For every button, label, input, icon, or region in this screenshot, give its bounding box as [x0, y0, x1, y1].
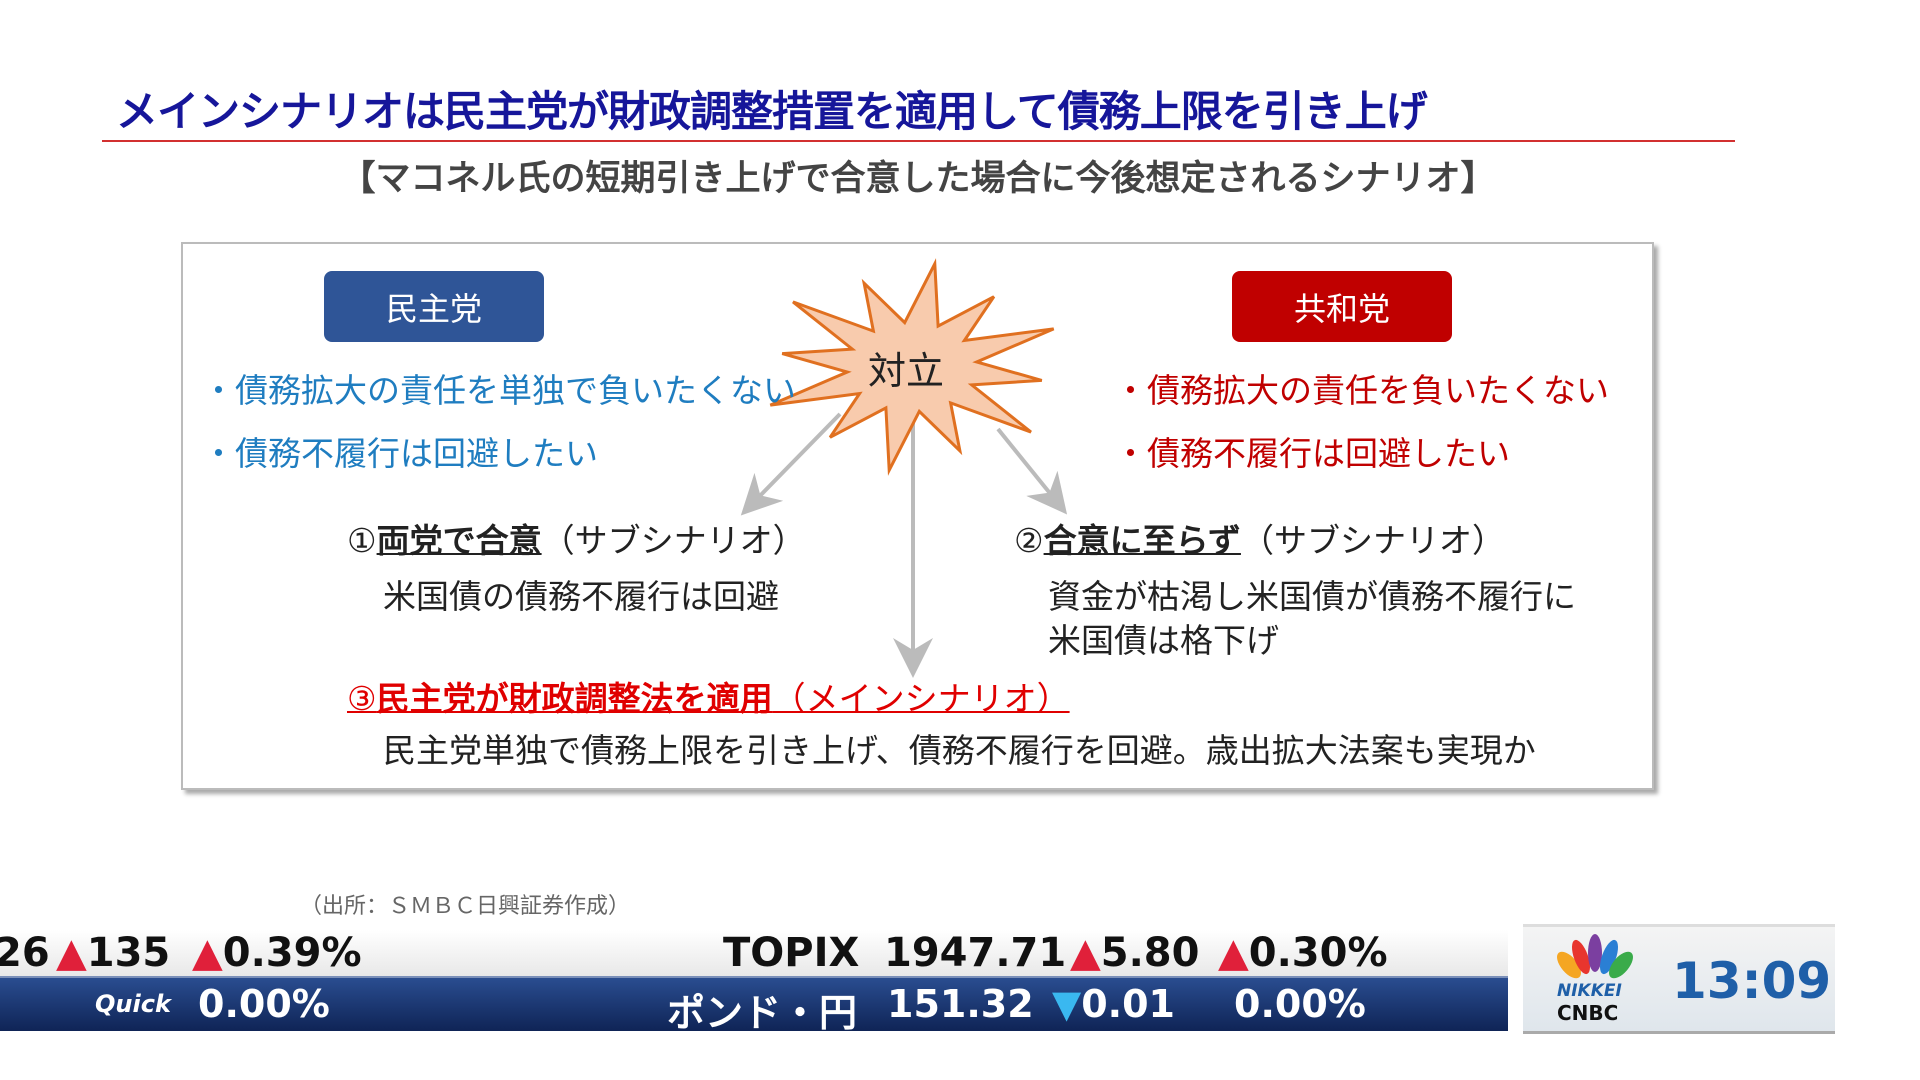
- scenario-tag: （メインシナリオ）: [772, 679, 1070, 718]
- ticker-value: 26: [0, 930, 50, 976]
- up-triangle-icon: ▲: [192, 930, 223, 976]
- ticker-name: ポンド・円: [667, 991, 858, 1035]
- democrats-point: ・債務不履行は回避したい: [202, 434, 598, 473]
- scenario-1-heading: ①両党で合意（サブシナリオ）: [347, 514, 806, 562]
- scenario-tag: （サブシナリオ）: [541, 521, 806, 560]
- ticker-name: TOPIX: [723, 930, 860, 976]
- democrats-label: 民主党: [324, 271, 544, 342]
- scenario-title: 両党で合意: [376, 521, 542, 560]
- up-triangle-icon: ▲: [1070, 930, 1101, 976]
- democrats-point: ・債務拡大の責任を単独で負いたくない: [202, 371, 796, 410]
- nikkei-cnbc-logo-panel: NIKKEI CNBC: [1523, 924, 1835, 1034]
- arrow-scenario-1: [740, 412, 842, 516]
- conflict-starburst-icon: [769, 258, 1055, 476]
- ticker-value: 151.32: [887, 982, 1034, 1026]
- source-note: （出所：ＳＭＢＣ日興証券作成）: [300, 894, 631, 919]
- ticker-top-row: [0, 930, 1508, 976]
- conflict-label: 対立: [868, 349, 945, 393]
- logo-text: NIKKEI: [1557, 981, 1622, 1001]
- peacock-icon: [1557, 934, 1633, 979]
- ticker-change: 135: [86, 930, 171, 976]
- ticker-pct: 0.39%: [222, 930, 362, 976]
- scenario-number: ①: [347, 521, 377, 560]
- ticker-value: 1947.71: [884, 930, 1067, 976]
- scenario-title: 民主党が財政調整法を適用: [376, 679, 773, 718]
- up-triangle-icon: ▲: [56, 930, 87, 976]
- scenario-title: 合意に至らず: [1043, 521, 1241, 560]
- title-divider: [102, 140, 1735, 142]
- scenario-2-heading: ②合意に至らず（サブシナリオ）: [1014, 514, 1505, 562]
- republicans-label: 共和党: [1232, 271, 1452, 342]
- republicans-point: ・債務拡大の責任を負いたくない: [1114, 371, 1609, 410]
- ticker-pct: 0.00%: [198, 982, 330, 1026]
- scenario-number: ③: [347, 679, 377, 718]
- ticker-pct: 0.00%: [1234, 982, 1366, 1026]
- ticker-bottom-row: [0, 976, 1508, 1031]
- scenario-tag: （サブシナリオ）: [1240, 521, 1505, 560]
- scenario-1-desc: 米国債の債務不履行は回避: [383, 577, 779, 616]
- arrow-scenario-2: [996, 427, 1068, 515]
- scenario-2-desc: 資金が枯渇し米国債が債務不履行に: [1048, 577, 1576, 616]
- logo-text: CNBC: [1557, 1001, 1619, 1025]
- republicans-point: ・債務不履行は回避したい: [1114, 434, 1510, 473]
- down-triangle-icon: ▼: [1052, 982, 1082, 1026]
- slide-subtitle: 【マコネル氏の短期引き上げで合意した場合に今後想定されるシナリオ】: [340, 159, 1496, 199]
- scenario-3-desc: 民主党単独で債務上限を引き上げ、債務不履行を回避。歳出拡大法案も実現か: [383, 731, 1536, 770]
- scenario-2-desc: 米国債は格下げ: [1048, 621, 1279, 660]
- up-triangle-icon: ▲: [1218, 930, 1249, 976]
- scenario-3-heading: ③民主党が財政調整法を適用（メインシナリオ）: [347, 672, 1070, 720]
- ticker-pct: 0.30%: [1248, 930, 1388, 976]
- clock: 13:09: [1672, 952, 1832, 1010]
- slide-title: メインシナリオは民主党が財政調整措置を適用して債務上限を引き上げ: [116, 87, 1428, 136]
- quick-logo: Quick: [95, 990, 171, 1018]
- ticker-change: 5.80: [1100, 930, 1200, 976]
- ticker-change: 0.01: [1081, 982, 1175, 1026]
- scenario-number: ②: [1014, 521, 1044, 560]
